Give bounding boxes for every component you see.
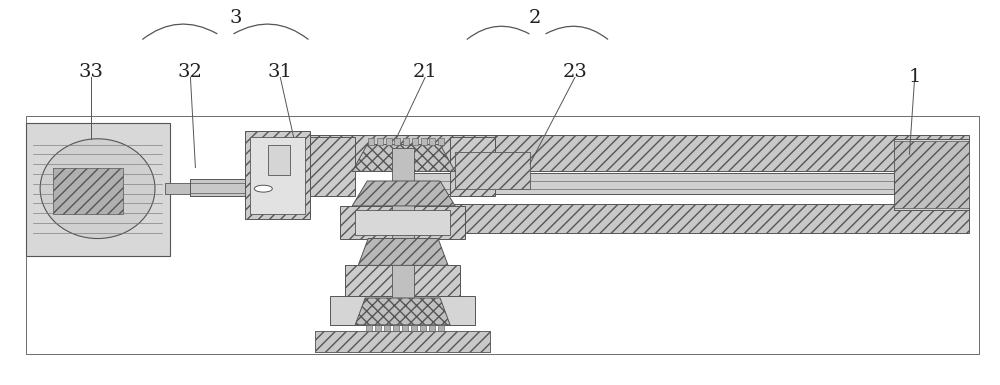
Text: 32: 32 (178, 63, 203, 81)
Bar (330, 296, 475, 325)
Bar (402, 325, 408, 331)
Bar (315, 331, 490, 352)
Bar (340, 206, 465, 239)
Bar (394, 139, 400, 144)
Polygon shape (352, 181, 455, 206)
Bar (345, 265, 460, 296)
Bar (310, 135, 495, 171)
Bar (384, 325, 390, 331)
Bar (165, 183, 190, 194)
Bar (53, 167, 123, 214)
Bar (250, 137, 305, 214)
Bar (393, 325, 399, 331)
Bar (411, 325, 417, 331)
Bar (245, 131, 310, 219)
Bar (403, 139, 409, 144)
Text: 1: 1 (908, 69, 921, 86)
Circle shape (254, 185, 272, 192)
Bar (315, 331, 490, 352)
Bar (392, 148, 414, 325)
Text: 3: 3 (229, 9, 242, 27)
Text: 2: 2 (529, 9, 541, 27)
Ellipse shape (40, 139, 155, 239)
Bar (377, 139, 383, 144)
Bar (455, 152, 530, 189)
Polygon shape (352, 144, 455, 171)
Polygon shape (355, 298, 450, 325)
Bar (368, 139, 374, 144)
Bar (375, 325, 381, 331)
Bar (366, 325, 372, 331)
Bar (395, 173, 894, 194)
Bar (190, 179, 245, 196)
Bar (429, 139, 435, 144)
Bar (26, 124, 170, 256)
Text: 23: 23 (562, 63, 587, 81)
Bar (429, 325, 435, 331)
Bar (455, 152, 530, 189)
Bar (386, 139, 392, 144)
Bar (26, 116, 979, 353)
Bar (438, 325, 444, 331)
Bar (894, 141, 969, 208)
Bar (355, 210, 450, 235)
Bar (894, 139, 969, 210)
Text: 33: 33 (78, 63, 103, 81)
Bar (420, 325, 426, 331)
Bar (395, 135, 969, 171)
Bar (268, 144, 290, 175)
Bar (395, 204, 969, 233)
Polygon shape (358, 239, 448, 265)
Bar (450, 137, 495, 196)
Bar (438, 139, 444, 144)
Text: 31: 31 (268, 63, 293, 81)
Text: 21: 21 (413, 63, 437, 81)
Bar (310, 137, 355, 196)
Bar (421, 139, 427, 144)
Bar (412, 139, 418, 144)
